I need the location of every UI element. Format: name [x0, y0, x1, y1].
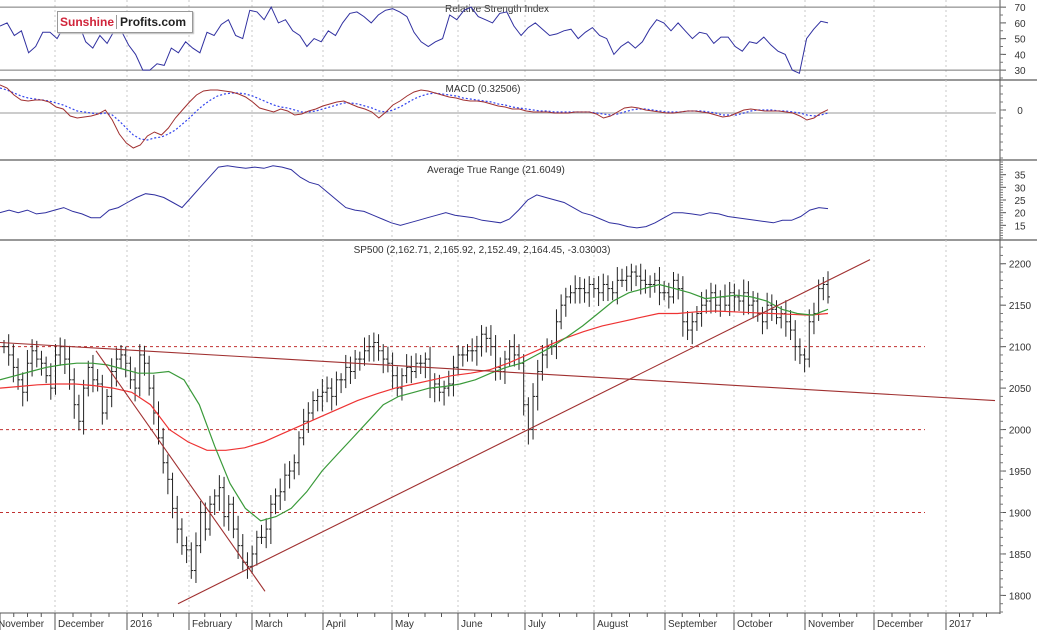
atr-title: Average True Range (21.6049)	[427, 165, 565, 176]
svg-text:1950: 1950	[1009, 467, 1032, 478]
svg-text:1850: 1850	[1009, 550, 1032, 561]
svg-text:2050: 2050	[1009, 384, 1032, 395]
svg-text:60: 60	[1014, 19, 1026, 30]
svg-text:1900: 1900	[1009, 508, 1032, 519]
svg-text:2100: 2100	[1009, 343, 1032, 354]
brand-part1: Sunshine	[60, 15, 115, 29]
svg-text:July: July	[528, 619, 546, 630]
svg-text:September: September	[668, 619, 718, 630]
svg-text:2016: 2016	[130, 619, 153, 630]
svg-text:40: 40	[1014, 50, 1026, 61]
svg-text:25: 25	[1014, 196, 1026, 207]
macd-title: MACD (0.32506)	[445, 84, 520, 95]
macd-panel: MACD (0.32506) 0	[0, 84, 1023, 159]
svg-text:2000: 2000	[1009, 426, 1032, 437]
svg-text:March: March	[255, 619, 283, 630]
svg-text:50: 50	[1014, 35, 1026, 46]
horizontal-support-levels	[0, 346, 925, 513]
svg-text:April: April	[326, 619, 346, 630]
sma-slow-line	[0, 310, 829, 451]
svg-text:2200: 2200	[1009, 260, 1032, 271]
date-x-axis: November December 2016 February March April Ma…	[0, 613, 987, 630]
macd-y-axis: 0	[1000, 85, 1023, 159]
svg-text:70: 70	[1014, 3, 1026, 14]
vertical-gridlines	[54, 0, 947, 612]
rsi-title: Relative Strength Index	[445, 4, 549, 15]
svg-text:November: November	[808, 619, 855, 630]
svg-text:15: 15	[1014, 221, 1026, 232]
price-title: SP500 (2,162.71, 2,165.92, 2,152.49, 2,1…	[354, 245, 611, 256]
svg-text:June: June	[461, 619, 483, 630]
svg-text:20: 20	[1014, 209, 1026, 220]
svg-text:December: December	[58, 619, 105, 630]
svg-text:May: May	[395, 619, 414, 630]
svg-text:35: 35	[1014, 171, 1026, 182]
svg-text:0: 0	[1017, 106, 1023, 117]
svg-text:November: November	[0, 619, 45, 630]
macd-signal-line	[0, 87, 829, 141]
svg-text:December: December	[877, 619, 924, 630]
sma-fast-line	[0, 283, 829, 522]
svg-text:1800: 1800	[1009, 591, 1032, 602]
svg-text:October: October	[737, 619, 773, 630]
svg-text:30: 30	[1014, 183, 1026, 194]
svg-text:2150: 2150	[1009, 301, 1032, 312]
macd-line	[0, 84, 829, 149]
trendlines	[0, 259, 996, 605]
svg-text:August: August	[597, 619, 628, 630]
rsi-line	[0, 5, 829, 75]
svg-text:30: 30	[1014, 66, 1026, 77]
rsi-reference-lines	[0, 6, 1000, 71]
rsi-y-axis: 30 40 50 60 70	[1000, 3, 1026, 79]
brand-part2: Profits.com	[116, 15, 187, 29]
atr-line	[0, 165, 829, 229]
svg-text:2017: 2017	[949, 619, 972, 630]
price-y-axis: 1800 1850 1900 1950 2000 2050 2100 2150 2200	[1000, 246, 1032, 613]
price-panel: SP500 (2,162.71, 2,165.92, 2,152.49, 2,1…	[0, 245, 1032, 630]
svg-text:February: February	[192, 619, 232, 630]
sunshine-profits-logo: Sunshine Profits.com	[57, 11, 194, 33]
rsi-panel: Relative Strength Index 30 40 50 60 70	[0, 3, 1026, 79]
